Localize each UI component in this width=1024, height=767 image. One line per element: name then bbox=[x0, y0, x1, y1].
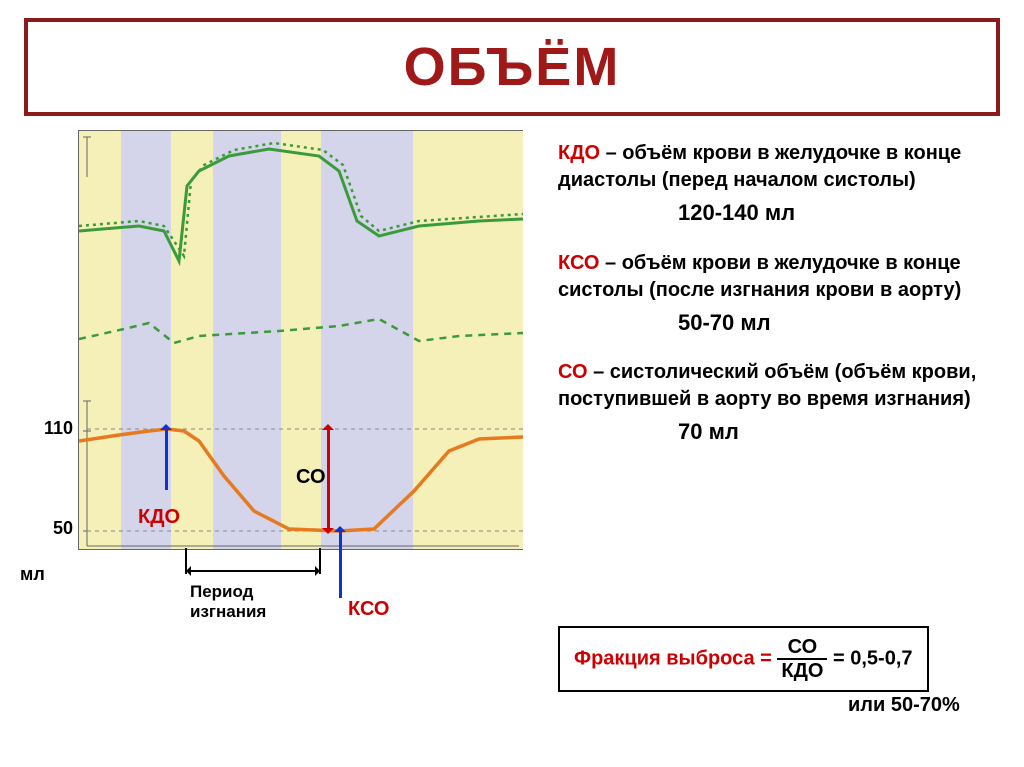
definition-value: 70 мл bbox=[558, 417, 998, 447]
period-arrow bbox=[186, 570, 320, 572]
y-axis-unit: мл bbox=[20, 564, 45, 585]
definition-text: – объём крови в желудочке в конце диасто… bbox=[558, 142, 961, 191]
title-frame: ОБЪЁМ bbox=[24, 18, 1000, 116]
definition-text: – объём крови в желудочке в конце систол… bbox=[558, 252, 961, 301]
definition-item: СО – систолический объём (объём крови, п… bbox=[558, 359, 998, 447]
formula-lhs: Фракция выброса = bbox=[574, 647, 777, 669]
y-tick-label: 50 bbox=[53, 518, 73, 539]
period-label: Период изгнания bbox=[190, 582, 266, 621]
chart-annotation: КСО bbox=[348, 598, 389, 621]
ejection-fraction-formula: Фракция выброса = СО КДО = 0,5-0,7 bbox=[558, 626, 929, 692]
page-title: ОБЪЁМ bbox=[404, 37, 621, 97]
definition-item: КСО – объём крови в желудочке в конце си… bbox=[558, 250, 998, 338]
chart-annotation: СО bbox=[296, 466, 326, 489]
period-tick bbox=[185, 548, 187, 574]
definition-text: – систолический объём (объём крови, пост… bbox=[558, 361, 976, 410]
formula-numerator: СО bbox=[777, 636, 827, 660]
arrow-СО bbox=[327, 430, 330, 528]
definition-value: 50-70 мл bbox=[558, 308, 998, 338]
definition-abbr: СО bbox=[558, 361, 588, 383]
y-tick-label: 110 bbox=[44, 418, 73, 439]
definition-abbr: КДО bbox=[558, 142, 600, 164]
definition-value: 120-140 мл bbox=[558, 198, 998, 228]
chart-annotation: КДО bbox=[138, 506, 180, 529]
arrow-КСО bbox=[339, 532, 342, 598]
chart-area: 11050 мл КДОСОКСОПериод изгнания bbox=[78, 130, 523, 700]
formula-denominator: КДО bbox=[777, 660, 827, 682]
period-tick bbox=[319, 548, 321, 574]
definition-item: КДО – объём крови в желудочке в конце ди… bbox=[558, 140, 998, 228]
formula-postfix: или 50-70% bbox=[848, 694, 960, 717]
definition-abbr: КСО bbox=[558, 252, 599, 274]
formula-fraction: СО КДО bbox=[777, 636, 827, 682]
formula-rhs: = 0,5-0,7 bbox=[833, 647, 913, 669]
definitions: КДО – объём крови в желудочке в конце ди… bbox=[558, 140, 998, 469]
arrow-КДО bbox=[165, 430, 168, 490]
